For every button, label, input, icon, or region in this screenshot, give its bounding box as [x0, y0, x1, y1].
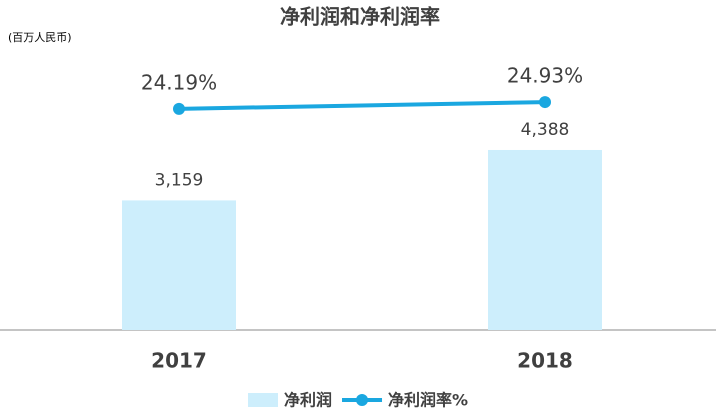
data-label: 24.19% [141, 70, 217, 94]
bar [122, 200, 236, 330]
data-label: 24.93% [507, 64, 583, 88]
chart-title: 净利润和净利润率 [280, 5, 440, 29]
unit-label: (百万人民币) [8, 31, 72, 44]
x-tick-label: 2018 [517, 349, 573, 373]
legend-label: 净利润 [284, 391, 332, 410]
legend-swatch [248, 393, 278, 407]
legend-label: 净利润率% [388, 391, 468, 410]
x-tick-label: 2017 [151, 349, 207, 373]
legend-swatch [356, 394, 369, 406]
data-label: 4,388 [521, 120, 570, 140]
line [178, 100, 546, 111]
data-label: 3,159 [155, 170, 204, 190]
line-point [539, 96, 551, 109]
bar [488, 149, 602, 330]
line-point [173, 102, 185, 115]
